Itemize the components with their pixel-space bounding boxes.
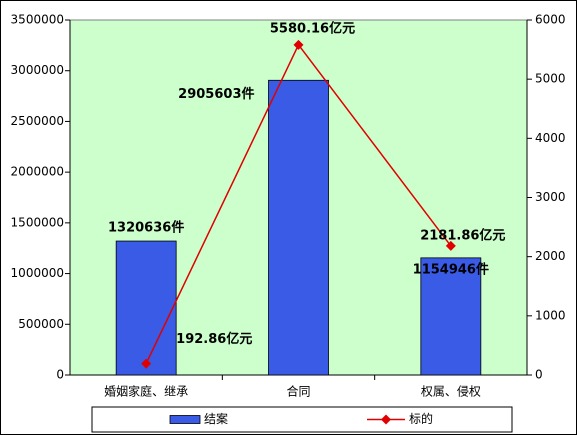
legend-label: 结案 bbox=[204, 411, 228, 426]
bar bbox=[268, 79, 329, 376]
y-tick-label: 1500000 bbox=[11, 215, 64, 229]
data-label: 5580.16亿元 bbox=[270, 20, 355, 36]
data-label: 2181.86亿元 bbox=[420, 227, 505, 243]
y-tick-label: 0 bbox=[56, 368, 64, 382]
line-marker bbox=[141, 358, 152, 369]
y2-tick-label: 4000 bbox=[535, 131, 566, 145]
y2-tick-label: 5000 bbox=[535, 72, 566, 86]
y-tick-label: 1000000 bbox=[11, 266, 64, 280]
y-tick-label: 500000 bbox=[18, 317, 64, 331]
line-marker bbox=[293, 39, 304, 50]
legend-swatch bbox=[169, 415, 201, 424]
line-marker bbox=[445, 240, 456, 251]
y-tick-label: 2500000 bbox=[11, 114, 64, 128]
bar bbox=[420, 257, 482, 376]
y2-tick-label: 2000 bbox=[535, 249, 566, 263]
y-tick-label: 3500000 bbox=[11, 13, 64, 27]
legend-swatch bbox=[381, 414, 391, 425]
legend-label: 标的 bbox=[409, 411, 433, 426]
data-label: 192.86亿元 bbox=[176, 331, 252, 347]
data-label: 1320636件 bbox=[108, 220, 184, 236]
y2-tick-label: 0 bbox=[535, 368, 543, 382]
data-label: 2905603件 bbox=[178, 86, 254, 102]
y-tick-label: 3000000 bbox=[11, 63, 64, 77]
x-tick-label: 合同 bbox=[286, 384, 310, 399]
y2-tick-label: 6000 bbox=[535, 13, 566, 27]
data-label: 1154946件 bbox=[413, 261, 489, 277]
y-tick-label: 2000000 bbox=[11, 165, 64, 179]
x-tick-label: 权属、侵权 bbox=[421, 384, 481, 399]
y2-tick-label: 3000 bbox=[535, 190, 566, 204]
y2-tick-label: 1000 bbox=[535, 308, 566, 322]
legend-box bbox=[91, 406, 513, 433]
bar bbox=[115, 240, 177, 376]
x-tick-label: 婚姻家庭、继承 bbox=[104, 384, 188, 399]
